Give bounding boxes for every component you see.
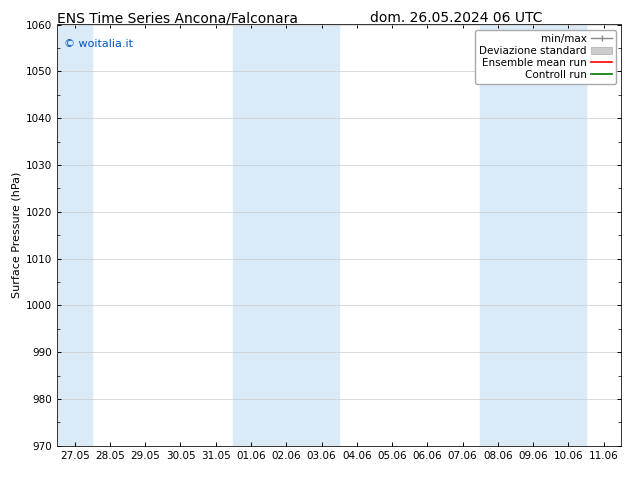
Bar [57,24,93,446]
Legend: min/max, Deviazione standard, Ensemble mean run, Controll run: min/max, Deviazione standard, Ensemble m… [476,30,616,84]
Bar [233,24,339,446]
Bar [481,24,586,446]
Text: ENS Time Series Ancona/Falconara: ENS Time Series Ancona/Falconara [57,11,298,25]
Text: dom. 26.05.2024 06 UTC: dom. 26.05.2024 06 UTC [370,11,543,25]
Y-axis label: Surface Pressure (hPa): Surface Pressure (hPa) [12,172,22,298]
Text: © woitalia.it: © woitalia.it [64,39,133,49]
